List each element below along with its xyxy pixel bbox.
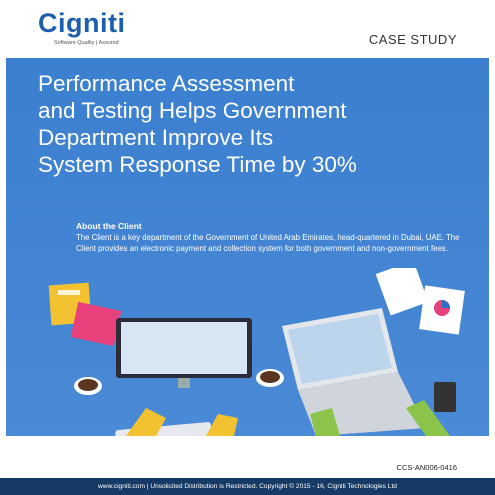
title-line: and Testing Helps Government [38,98,347,123]
about-heading: About the Client [76,221,142,231]
hero-panel: Performance Assessment and Testing Helps… [6,58,489,436]
logo: Cigniti [38,8,126,38]
title: Performance Assessment and Testing Helps… [38,70,357,178]
title-line: System Response Time by 30% [38,152,357,177]
title-line: Department Improve Its [38,125,274,150]
footer: www.cigniti.com | Unsolicited Distributi… [0,478,495,495]
document-code: CCS-AN006-0416 [396,463,457,472]
tagline: Software Quality | Assured [54,40,119,46]
illustration [48,268,465,436]
title-line: Performance Assessment [38,71,295,96]
about-text: The Client is a key department of the Go… [76,233,460,253]
doc-label: CASE STUDY [368,32,457,47]
